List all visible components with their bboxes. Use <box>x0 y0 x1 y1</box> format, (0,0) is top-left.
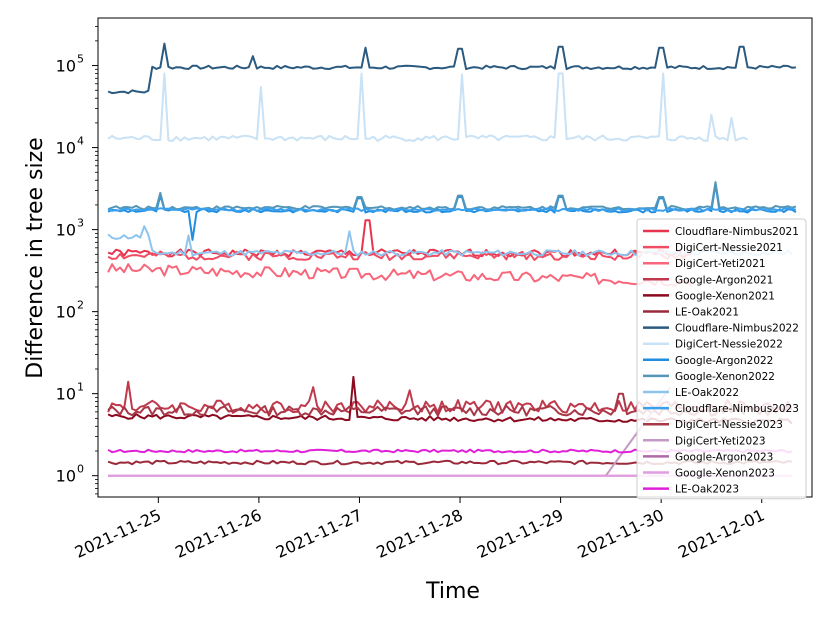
legend-label: DigiCert-Yeti2023 <box>675 435 766 447</box>
series-line <box>107 181 797 211</box>
y-tick-exponent: 5 <box>77 53 84 66</box>
legend-label: DigiCert-Nessie2023 <box>675 419 783 431</box>
series-line <box>107 219 692 258</box>
series-line <box>107 250 692 261</box>
legend-label: DigiCert-Nessie2021 <box>675 242 783 254</box>
x-axis-title: Time <box>425 579 480 604</box>
y-tick-exponent: 0 <box>77 463 84 476</box>
legend-label: LE-Oak2022 <box>675 387 739 399</box>
y-tick-label: 10 <box>56 467 76 486</box>
x-tick-label: 2021-11-27 <box>273 505 365 562</box>
y-tick-exponent: 1 <box>77 381 84 394</box>
legend: Cloudflare-Nimbus2021 DigiCert-Nessie2021… <box>636 218 807 500</box>
legend-label: Cloudflare-Nimbus2022 <box>675 323 799 335</box>
x-axis-ticks: 2021-11-25 2021-11-26 2021-11-27 2021-11-28… <box>72 497 767 562</box>
y-tick-exponent: 4 <box>77 135 84 148</box>
x-tick-label: 2021-12-01 <box>675 505 767 562</box>
legend-label: LE-Oak2021 <box>675 307 739 319</box>
y-tick-label: 10 <box>56 303 76 322</box>
series-line <box>107 42 796 95</box>
y-tick-label: 10 <box>56 221 76 240</box>
legend-label: DigiCert-Nessie2022 <box>675 339 783 351</box>
legend-label: Google-Xenon2021 <box>675 290 775 302</box>
legend-label: DigiCert-Yeti2021 <box>675 258 766 270</box>
legend-label: Google-Xenon2022 <box>675 371 775 383</box>
y-tick-exponent: 2 <box>77 299 84 312</box>
x-tick-label: 2021-11-29 <box>474 505 566 562</box>
x-tick-label: 2021-11-25 <box>72 505 164 562</box>
x-tick-label: 2021-11-28 <box>373 505 465 562</box>
legend-label: Google-Argon2021 <box>675 274 773 286</box>
plot-frame <box>97 17 813 498</box>
y-tick-exponent: 3 <box>77 217 84 230</box>
series-line <box>107 72 749 142</box>
x-tick-label: 2021-11-26 <box>172 505 264 562</box>
legend-label: Google-Argon2022 <box>675 355 773 367</box>
series-line <box>107 207 797 213</box>
legend-label: LE-Oak2023 <box>675 484 739 496</box>
y-tick-label: 10 <box>56 139 76 158</box>
legend-box <box>636 218 807 500</box>
y-tick-label: 10 <box>56 57 76 76</box>
series-line <box>107 263 693 287</box>
legend-label: Cloudflare-Nimbus2021 <box>675 226 799 238</box>
y-tick-label: 10 <box>56 385 76 404</box>
y-axis-title: Difference in tree size <box>23 137 48 378</box>
legend-label: Google-Xenon2023 <box>675 468 775 480</box>
legend-label: Cloudflare-Nimbus2023 <box>675 403 799 415</box>
legend-label: Google-Argon2023 <box>675 451 773 463</box>
x-tick-label: 2021-11-30 <box>575 505 667 562</box>
